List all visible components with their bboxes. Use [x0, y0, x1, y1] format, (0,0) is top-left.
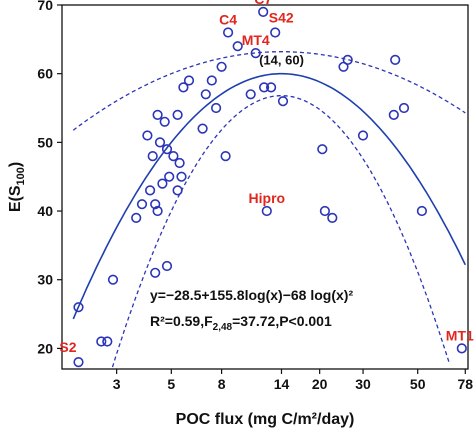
data-points	[73, 6, 467, 368]
data-point	[136, 199, 148, 210]
regression-stats-f-sub: 2,48	[213, 322, 233, 333]
data-point	[258, 6, 269, 17]
site-label-hipro: Hipro	[249, 190, 286, 206]
data-point	[259, 82, 270, 93]
data-point	[206, 75, 217, 86]
regression-stats: R²=0.59,F2,48=37.72,P<0.001	[150, 313, 332, 333]
y-axis-title-main: E(S	[7, 185, 24, 212]
x-tick-label: 78	[458, 376, 474, 392]
data-point	[220, 151, 231, 162]
regression-equation: y=−28.5+155.8log(x)−68 log(x)²	[150, 287, 353, 303]
data-point	[176, 171, 187, 182]
data-point	[223, 27, 234, 38]
data-point	[102, 336, 113, 347]
y-axis-title-sub: 100	[15, 167, 27, 185]
site-label-c4: C4	[219, 12, 237, 28]
data-point	[211, 102, 222, 114]
data-point	[319, 205, 331, 217]
y-tick-label: 20	[37, 340, 53, 356]
data-point	[342, 54, 353, 66]
data-point	[131, 212, 142, 223]
data-point	[261, 205, 272, 217]
site-label-s2: S2	[59, 339, 76, 355]
data-point	[96, 336, 107, 347]
x-tick-label: 20	[312, 376, 328, 392]
data-point	[107, 274, 119, 285]
data-point	[327, 212, 338, 223]
data-point	[157, 178, 168, 189]
data-point	[145, 185, 156, 196]
y-tick-label: 50	[37, 134, 53, 150]
data-point	[266, 82, 277, 93]
axis-ticks: 3 5 8 14 20 30 50 78 20 30 40 50 60 70	[37, 0, 473, 392]
site-label-mt1: MT1	[446, 327, 474, 343]
data-point	[232, 41, 243, 52]
confidence-band-upper	[72, 51, 466, 131]
x-axis-title: POC flux (mg C/m²/day)	[176, 411, 355, 428]
data-point	[388, 109, 399, 120]
data-point	[277, 96, 289, 107]
data-point	[152, 109, 163, 120]
x-tick-label: 5	[167, 376, 175, 392]
data-point	[154, 137, 166, 148]
data-point	[168, 151, 179, 162]
y-axis-title-end: )	[7, 162, 24, 167]
plot-frame	[61, 4, 469, 370]
fit-curve	[72, 72, 467, 320]
data-point	[164, 171, 175, 182]
peak-annotation: (14, 60)	[259, 53, 304, 68]
data-point	[73, 357, 84, 368]
data-point	[398, 102, 410, 114]
data-point	[197, 123, 208, 134]
site-label-c7: C7	[254, 0, 272, 7]
data-point	[150, 199, 161, 210]
data-point	[152, 205, 163, 217]
site-label-mt4: MT4	[242, 32, 270, 48]
y-tick-label: 60	[37, 66, 53, 82]
site-labels: C7 C4 S42 MT4 Hipro S2 MT1	[59, 0, 474, 355]
data-point	[178, 82, 189, 93]
data-point	[200, 89, 211, 100]
data-point	[147, 151, 158, 162]
y-tick-label: 40	[37, 203, 53, 219]
site-label-s42: S42	[269, 10, 294, 26]
y-tick-label: 30	[37, 272, 53, 288]
x-tick-label: 14	[274, 376, 290, 392]
data-point	[161, 260, 173, 272]
regression-stats-r2: R²=0.59,F	[150, 313, 213, 329]
data-point	[456, 343, 467, 354]
data-point	[357, 130, 369, 141]
data-point	[172, 109, 183, 120]
x-tick-label: 50	[410, 376, 426, 392]
data-point	[142, 130, 153, 141]
data-point	[159, 116, 170, 127]
y-axis-title: E(S100)	[7, 162, 27, 212]
data-point	[416, 205, 428, 217]
data-point	[245, 89, 256, 100]
x-tick-label: 3	[113, 376, 121, 392]
data-point	[150, 267, 161, 278]
data-point	[183, 75, 195, 86]
data-point	[390, 54, 401, 66]
data-point	[317, 144, 328, 155]
y-tick-label: 70	[37, 0, 53, 13]
regression-stats-rest: =37.72,P<0.001	[232, 313, 332, 329]
data-point	[73, 302, 84, 313]
data-point	[161, 144, 173, 155]
data-point	[270, 27, 281, 38]
data-point	[174, 157, 185, 169]
confidence-band	[72, 51, 466, 368]
x-tick-label: 8	[218, 376, 226, 392]
data-point	[172, 185, 183, 196]
x-tick-label: 30	[355, 376, 371, 392]
data-point	[250, 47, 261, 59]
data-point	[216, 61, 227, 72]
